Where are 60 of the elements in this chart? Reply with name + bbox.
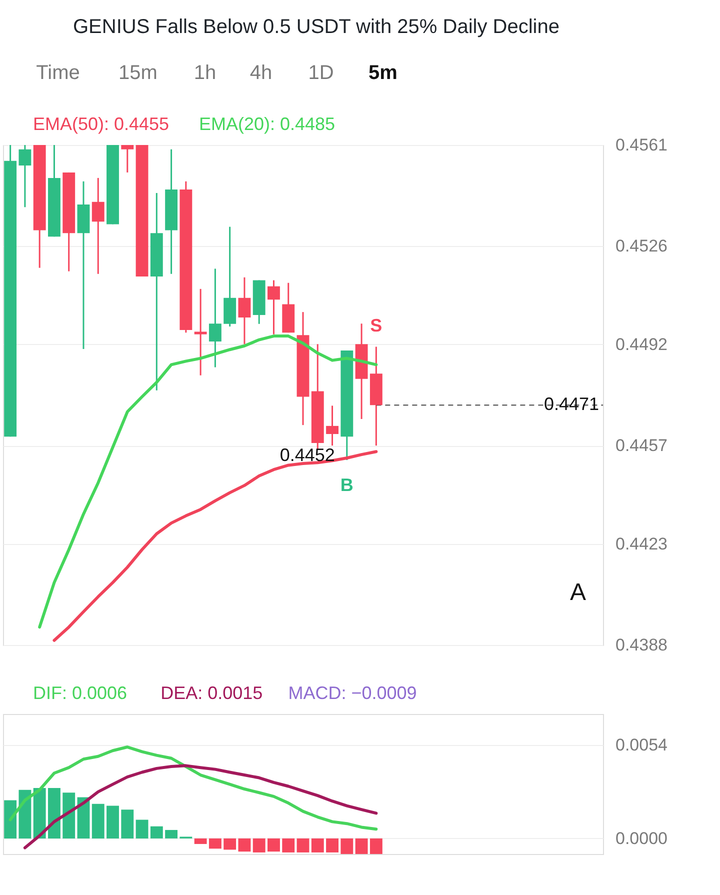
y-tick-label: 0.4526	[616, 236, 668, 256]
candlestick	[238, 276, 251, 345]
candlestick	[326, 404, 338, 446]
bar	[18, 790, 32, 838]
y-tick-label: 0.0000	[616, 828, 668, 848]
bar	[340, 838, 354, 854]
text: 1h	[194, 62, 216, 84]
bar	[224, 838, 236, 850]
bar	[208, 838, 222, 849]
bar	[194, 838, 207, 844]
candlestick	[194, 288, 207, 376]
text: 4h	[250, 62, 272, 84]
bar	[106, 806, 119, 838]
candlestick	[92, 177, 104, 275]
bar	[165, 830, 178, 838]
bar	[150, 826, 163, 838]
annotation: A	[570, 579, 586, 606]
y-tick-label: 0.4492	[616, 334, 668, 354]
text: EMA(20): 0.4485	[199, 114, 336, 134]
bar	[296, 838, 310, 852]
bar	[92, 804, 104, 838]
y-tick-label: 0.4423	[616, 534, 668, 554]
text: Time	[36, 62, 80, 84]
bar	[4, 800, 17, 838]
bar	[282, 838, 295, 852]
bar	[238, 838, 251, 852]
bar	[48, 788, 60, 838]
candlestick	[121, 145, 134, 174]
bar	[370, 838, 382, 854]
annotation: S	[370, 316, 382, 336]
text: 15m	[118, 62, 158, 84]
line-series	[38, 334, 378, 629]
bar	[355, 838, 368, 854]
text: DEA: 0.0015	[160, 683, 263, 703]
text: 5m	[368, 62, 398, 84]
y-tick-label: 0.4457	[616, 436, 668, 456]
bar	[311, 838, 324, 852]
text: EMA(50): 0.4455	[33, 114, 170, 134]
bar	[121, 810, 134, 838]
candlestick	[18, 145, 32, 208]
bar	[252, 838, 266, 852]
y-tick-label: 0.4561	[616, 136, 668, 154]
bar	[62, 792, 76, 838]
line-series	[23, 764, 378, 850]
bar	[268, 838, 280, 852]
candlestick	[208, 268, 222, 368]
line-series	[8, 746, 378, 831]
y-tick-label: 0.0054	[616, 736, 668, 755]
text: MACD: −0.0009	[288, 683, 417, 703]
text: DIF: 0.0006	[33, 683, 128, 703]
ref-line-label: 0.4471	[544, 394, 599, 414]
candlestick	[268, 280, 280, 336]
line-series	[52, 450, 378, 642]
annotation: B	[340, 475, 354, 496]
y-tick-label: 0.4388	[616, 636, 668, 654]
chart-title: GENIUS Falls Below 0.5 USDT with 25% Daily Decline	[73, 16, 560, 38]
text: 1D	[308, 62, 334, 84]
bar	[136, 820, 148, 838]
bar	[326, 838, 338, 852]
annotation: 0.4452	[280, 445, 335, 466]
